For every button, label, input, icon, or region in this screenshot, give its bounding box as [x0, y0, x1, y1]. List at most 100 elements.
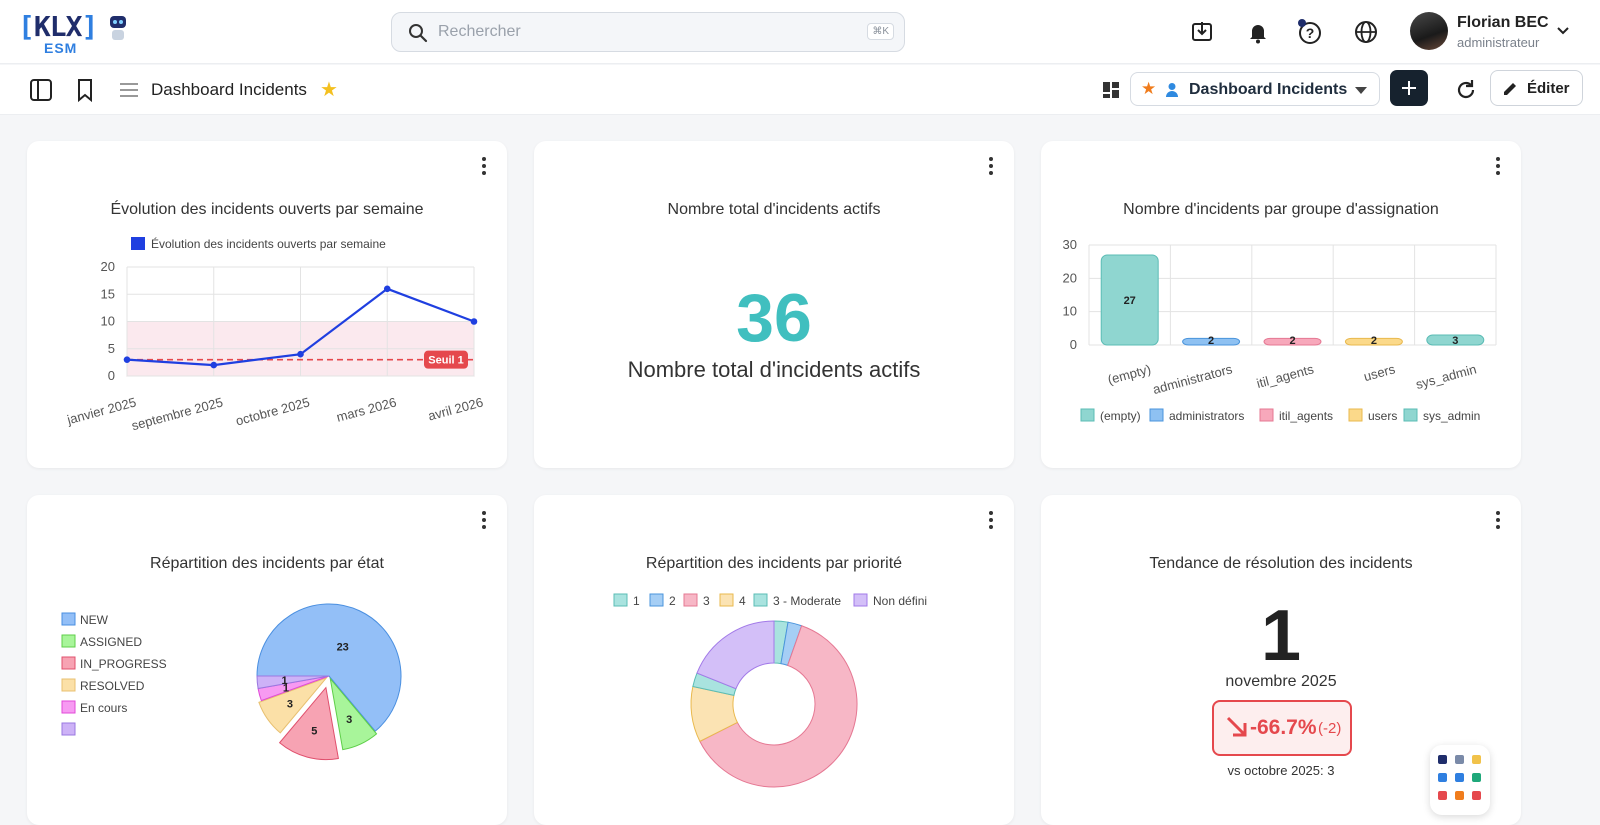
more-options-icon[interactable]	[1493, 509, 1503, 531]
priority-distribution-card: Répartition des incidents par priorité 1…	[534, 495, 1014, 825]
card-title: Nombre d'incidents par groupe d'assignat…	[1123, 201, 1439, 218]
legend-label: sys_admin	[1423, 409, 1480, 423]
bar-value-label: 27	[1124, 295, 1136, 307]
x-tick-label: administrators	[1151, 361, 1234, 397]
priority-doughnut-chart: 1 2 3 4 3 - Moderate Non défini	[613, 593, 927, 788]
x-tick-label: users	[1362, 361, 1397, 384]
bell-icon[interactable]	[1244, 18, 1272, 46]
data-point	[210, 361, 218, 369]
refresh-icon[interactable]	[1453, 77, 1479, 103]
logo-wordmark: [KLX]	[18, 10, 98, 43]
legend-swatch	[1149, 408, 1164, 422]
bar-value-label: 2	[1371, 335, 1377, 347]
weekly-incidents-card: Évolution des incidents ouverts par sema…	[27, 141, 507, 468]
download-icon[interactable]	[1188, 18, 1216, 46]
y-tick-label: 20	[1063, 270, 1077, 285]
quick-tools-button[interactable]	[1430, 745, 1490, 815]
doughnut-slice	[699, 625, 858, 788]
dashboard-grid-icon[interactable]	[1098, 77, 1124, 103]
legend-swatch	[131, 237, 145, 250]
legend-swatch	[853, 593, 868, 607]
legend-label: ASSIGNED	[80, 635, 142, 649]
pie-slice	[258, 676, 329, 734]
bar-value-label: 2	[1208, 335, 1214, 347]
globe-icon[interactable]	[1352, 18, 1380, 46]
legend-swatch	[1259, 408, 1274, 422]
help-icon[interactable]: ?	[1296, 18, 1324, 46]
search-input[interactable]	[438, 13, 838, 51]
more-options-icon[interactable]	[479, 155, 489, 177]
pie-value-label: 5	[311, 726, 317, 738]
trend-change-badge: -66.7% (-2)	[1212, 700, 1352, 756]
legend-label: NEW	[80, 613, 109, 627]
favorite-star-icon[interactable]: ★	[320, 79, 338, 101]
data-point	[297, 350, 304, 358]
trend-down-arrow-icon	[1226, 716, 1247, 737]
search-shortcut: ⌘K	[867, 23, 894, 40]
avatar[interactable]	[1410, 12, 1448, 50]
dashboard-select[interactable]: ★ Dashboard Incidents	[1130, 72, 1380, 106]
x-tick-label: avril 2026	[426, 394, 484, 423]
pie-slice	[256, 603, 402, 732]
robot-icon	[110, 16, 126, 40]
legend-label: IN_PROGRESS	[80, 657, 167, 671]
user-icon	[1166, 83, 1178, 97]
search-bar[interactable]: ⌘K	[391, 12, 905, 52]
legend-swatch	[61, 722, 76, 736]
legend-swatch	[719, 593, 734, 607]
legend-label: 3	[703, 594, 710, 608]
menu-icon[interactable]	[116, 77, 142, 103]
legend-swatch	[753, 593, 768, 607]
bookmark-icon[interactable]	[72, 77, 98, 103]
bar	[1344, 337, 1403, 346]
pie-slice	[256, 675, 330, 690]
legend-swatch	[61, 612, 76, 626]
legend-label: 4	[739, 594, 746, 608]
pie-value-label: 23	[337, 642, 349, 654]
edit-button[interactable]: Éditer	[1490, 70, 1583, 106]
legend-swatch	[613, 593, 628, 607]
add-widget-button[interactable]	[1390, 70, 1428, 106]
app-logo[interactable]: [KLX] ESM	[18, 10, 130, 56]
bar	[1182, 337, 1241, 346]
legend-label: (empty)	[1100, 409, 1141, 423]
bar	[1100, 254, 1159, 346]
y-tick-label: 10	[101, 314, 115, 329]
card-title: Évolution des incidents ouverts par sema…	[110, 201, 424, 218]
threshold-badge	[424, 350, 468, 369]
legend-label: administrators	[1169, 409, 1244, 423]
user-role: administrateur	[1457, 35, 1540, 50]
svg-text:?: ?	[1306, 25, 1315, 41]
legend-swatch	[649, 593, 664, 607]
user-name[interactable]: Florian BEC	[1457, 14, 1549, 31]
dashboard-toolbar: Dashboard Incidents ★ ★ Dashboard Incide…	[0, 65, 1600, 115]
x-tick-label: septembre 2025	[130, 394, 225, 433]
y-tick-label: 0	[108, 368, 115, 383]
legend-swatch	[683, 593, 698, 607]
legend-swatch	[1080, 408, 1095, 422]
card-title: Tendance de résolution des incidents	[1149, 555, 1413, 572]
group-incidents-card: Nombre d'incidents par groupe d'assignat…	[1041, 141, 1521, 468]
bar	[1426, 334, 1485, 346]
card-title: Répartition des incidents par priorité	[645, 555, 903, 572]
pie-value-label: 3	[346, 714, 352, 726]
more-options-icon[interactable]	[986, 509, 996, 531]
card-title: Répartition des incidents par état	[150, 555, 384, 572]
x-tick-label: janvier 2025	[65, 394, 138, 427]
legend-swatch	[61, 634, 76, 648]
doughnut-slice	[696, 620, 775, 690]
data-point	[123, 356, 131, 363]
legend-label: RESOLVED	[80, 679, 145, 693]
trend-period: novembre 2025	[1225, 673, 1337, 690]
more-options-icon[interactable]	[479, 509, 489, 531]
more-options-icon[interactable]	[986, 155, 996, 177]
y-tick-label: 5	[108, 341, 115, 356]
chevron-down-icon[interactable]	[1556, 24, 1570, 38]
x-tick-label: octobre 2025	[234, 394, 311, 428]
kpi-value: 36	[736, 280, 812, 356]
top-bar: [KLX] ESM ⌘K ? Florian BEC administrateu…	[0, 0, 1600, 64]
bar-chart: 0 10 20 30 27 (empty) 2 administrators 2 itil_age…	[1063, 237, 1497, 423]
y-tick-label: 20	[101, 259, 115, 274]
more-options-icon[interactable]	[1493, 155, 1503, 177]
sidebar-toggle-icon[interactable]	[28, 77, 54, 103]
